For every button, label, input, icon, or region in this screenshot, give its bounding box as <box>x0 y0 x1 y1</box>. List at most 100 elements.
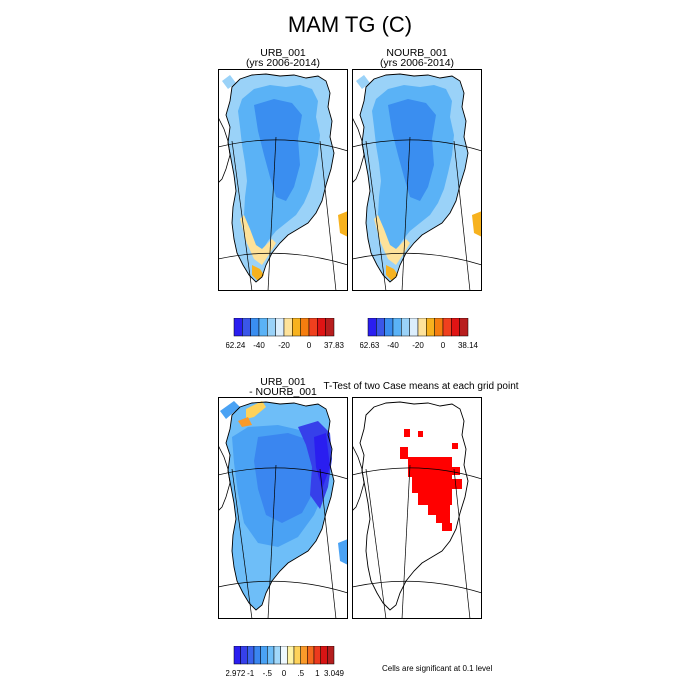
latitude-line <box>352 252 482 266</box>
colorbar-urb: -62.24 -40 -20 0 37.83 <box>226 318 345 350</box>
canada-field <box>222 75 236 89</box>
significant-cell <box>436 513 450 523</box>
colorbar-box <box>260 646 268 665</box>
colorbar-box <box>253 646 261 665</box>
colorbar-box <box>292 318 301 337</box>
colorbar-box <box>459 318 469 337</box>
longitude-line <box>231 140 253 291</box>
significant-cell <box>448 479 462 489</box>
colorbar-box <box>434 318 444 337</box>
longitude-line <box>365 468 387 619</box>
colorbar-box <box>401 318 410 337</box>
colorbar-box <box>409 318 419 337</box>
significant-cell <box>408 457 452 477</box>
map-panel-diff <box>218 397 348 619</box>
colorbar-box <box>300 318 310 337</box>
panel-diff-title-line2: - NOURB_001 <box>249 386 317 398</box>
southern-tip-field <box>386 265 398 281</box>
colorbar-box <box>417 318 427 337</box>
significant-cell <box>428 503 450 515</box>
longitude-line <box>319 140 337 291</box>
map-panel-ttest <box>352 397 482 619</box>
colorbar-box <box>233 318 243 337</box>
longitude-line <box>267 464 277 619</box>
colorbar-box <box>267 318 276 337</box>
significant-cell <box>442 523 452 531</box>
panel-nourb-title-line1: NOURB_001 <box>386 47 448 59</box>
longitude-line <box>401 136 411 291</box>
map-background <box>352 397 482 619</box>
colorbar-box <box>258 318 268 337</box>
colorbar-box <box>384 318 394 337</box>
longitude-line <box>231 468 253 619</box>
colorbar-tick-label: 1 <box>315 669 320 678</box>
colorbar-box <box>280 646 288 665</box>
colorbar-tick-label: -40 <box>387 341 399 350</box>
colorbar-tick-label: -.5 <box>263 669 273 678</box>
colorbar-box <box>293 646 301 665</box>
latitude-line <box>352 580 482 594</box>
ice-sheet-interior-field <box>388 99 436 201</box>
southern-tip-field <box>252 265 264 281</box>
southern-coast-field <box>240 215 276 265</box>
significance-note: Cells are significant at 0.1 level <box>382 664 493 673</box>
iceland-field <box>338 539 348 565</box>
colorbar-tick-label: 3.049 <box>324 669 345 678</box>
longitude-line <box>319 468 337 619</box>
greenland-coastline <box>359 401 469 611</box>
colorbar-box <box>300 646 308 665</box>
diff-min-field <box>314 433 330 489</box>
colorbar-box <box>392 318 402 337</box>
significant-cell <box>412 475 452 493</box>
colorbar-box <box>273 646 281 665</box>
panel-ttest-title: T-Test of two Case means at each grid po… <box>323 381 519 392</box>
colorbar-tick-label: 0 <box>307 341 312 350</box>
colorbar-box <box>320 646 328 665</box>
greenland-coastline <box>225 73 335 283</box>
colorbar-box <box>451 318 460 337</box>
colorbar-tick-label: -20 <box>278 341 290 350</box>
iceland-field <box>338 211 348 237</box>
map-panel-nourb <box>352 69 482 291</box>
canada-field <box>356 75 370 89</box>
significant-cell <box>400 447 408 459</box>
diff-positive-field <box>246 401 266 419</box>
longitude-line <box>453 468 471 619</box>
ice-sheet-interior-field <box>254 99 302 201</box>
colorbar-nourb: -62.63 -40 -20 0 38.14 <box>360 318 479 350</box>
map-frame <box>218 397 348 619</box>
colorbar-box <box>426 318 435 337</box>
colorbar-box <box>250 318 260 337</box>
colorbar-diff: -2.972-1 -.5 0 .5 1 3.049 <box>226 646 345 678</box>
figure-title: MAM TG (C) <box>287 12 413 37</box>
latitude-line <box>218 580 348 594</box>
panel-diff-title-line1: URB_001 <box>260 376 306 388</box>
colorbar-box <box>327 646 335 665</box>
colorbar-box <box>247 646 255 665</box>
colorbar-tick-label: -62.63 <box>360 341 380 350</box>
colorbar-box <box>287 646 295 665</box>
significant-cell <box>418 431 423 437</box>
colorbar-tick-label: -62.24 <box>226 341 246 350</box>
longitude-line <box>365 140 387 291</box>
colorbar-tick-label: 38.14 <box>458 341 479 350</box>
panel-urb-title-line1: URB_001 <box>260 47 306 59</box>
colorbar-box <box>376 318 385 337</box>
colorbar-box <box>242 318 251 337</box>
latitude-line <box>218 252 348 266</box>
colorbar-box <box>275 318 285 337</box>
colorbar-tick-label: 37.83 <box>324 341 345 350</box>
colorbar-box <box>317 318 326 337</box>
southern-coast-field <box>374 215 410 265</box>
panel-urb-title-line2: (yrs 2006-2014) <box>245 57 321 69</box>
colorbar-box <box>233 646 241 665</box>
map-frame <box>218 69 348 291</box>
colorbar-box <box>325 318 335 337</box>
colorbar-box <box>308 318 318 337</box>
significant-cell <box>404 429 410 437</box>
colorbar-box <box>442 318 452 337</box>
greenland-coastline <box>225 401 335 611</box>
significant-cell <box>418 491 452 505</box>
colorbar-tick-label: 0 <box>282 669 287 678</box>
significant-cell <box>452 443 458 449</box>
